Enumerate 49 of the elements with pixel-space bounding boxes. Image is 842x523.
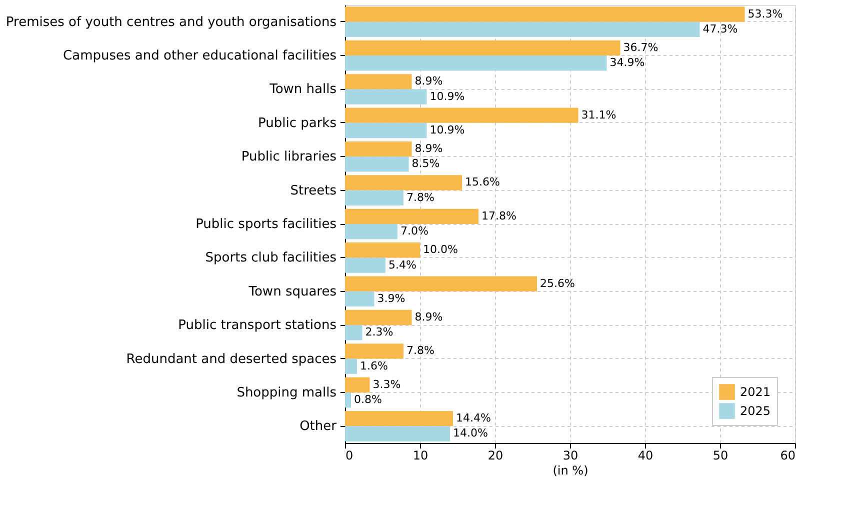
y-tick-label: Shopping malls [236,385,337,400]
y-tick-label: Redundant and deserted spaces [126,352,337,367]
data-label: 8.9% [414,74,443,88]
y-tick-label: Campuses and other educational facilities [63,48,337,64]
data-label: 14.0% [453,426,488,440]
data-label: 7.8% [406,190,434,204]
y-tick-label: Sports club facilities [205,250,337,266]
data-label: 0.8% [354,393,382,406]
y-tick-label: Public transport stations [178,318,337,334]
data-label: 34.9% [610,56,645,70]
data-label: 1.6% [360,359,388,372]
data-label: 8.9% [414,142,443,156]
x-tick-label: 10 [412,448,428,462]
y-tick-label: Town squares [248,284,337,300]
data-label: 5.4% [388,258,416,272]
y-tick-label: Streets [290,183,337,198]
x-tick-label: 30 [562,448,578,462]
x-axis-title: (in %) [552,464,588,478]
data-label: 10.0% [423,243,458,256]
legend-label: 2021 [740,385,771,399]
data-label: 36.7% [623,40,658,54]
data-label: 31.1% [581,108,616,122]
x-tick-label: 20 [488,448,504,462]
data-label: 10.9% [430,90,465,103]
data-label: 15.6% [465,176,500,189]
data-label: 7.0% [400,224,428,238]
x-tick-label: 40 [638,448,654,462]
data-label: 53.3% [748,7,783,20]
x-tick-label: 60 [780,448,796,462]
data-label: 7.8% [406,344,434,358]
x-tick-label: 50 [712,448,728,462]
data-label: 10.9% [430,124,465,137]
legend-label: 2025 [740,404,771,418]
y-tick-label: Premises of youth centres and youth organisations [6,14,337,30]
data-label: 25.6% [540,276,575,290]
data-label: 3.3% [372,378,401,391]
data-label: 8.5% [412,157,440,170]
data-label: 3.9% [377,292,406,305]
data-label: 2.3% [365,326,394,339]
x-tick-label: 0 [346,448,354,462]
y-tick-label: Public libraries [241,150,337,165]
y-tick-label: Public parks [258,116,337,131]
data-label: 17.8% [482,209,516,222]
y-tick-label: Town halls [268,82,337,98]
y-tick-label: Other [300,419,338,434]
data-label: 14.4% [456,412,491,425]
y-tick-label: Public sports facilities [196,217,337,232]
data-label: 47.3% [702,22,738,36]
data-label: 8.9% [414,310,443,324]
